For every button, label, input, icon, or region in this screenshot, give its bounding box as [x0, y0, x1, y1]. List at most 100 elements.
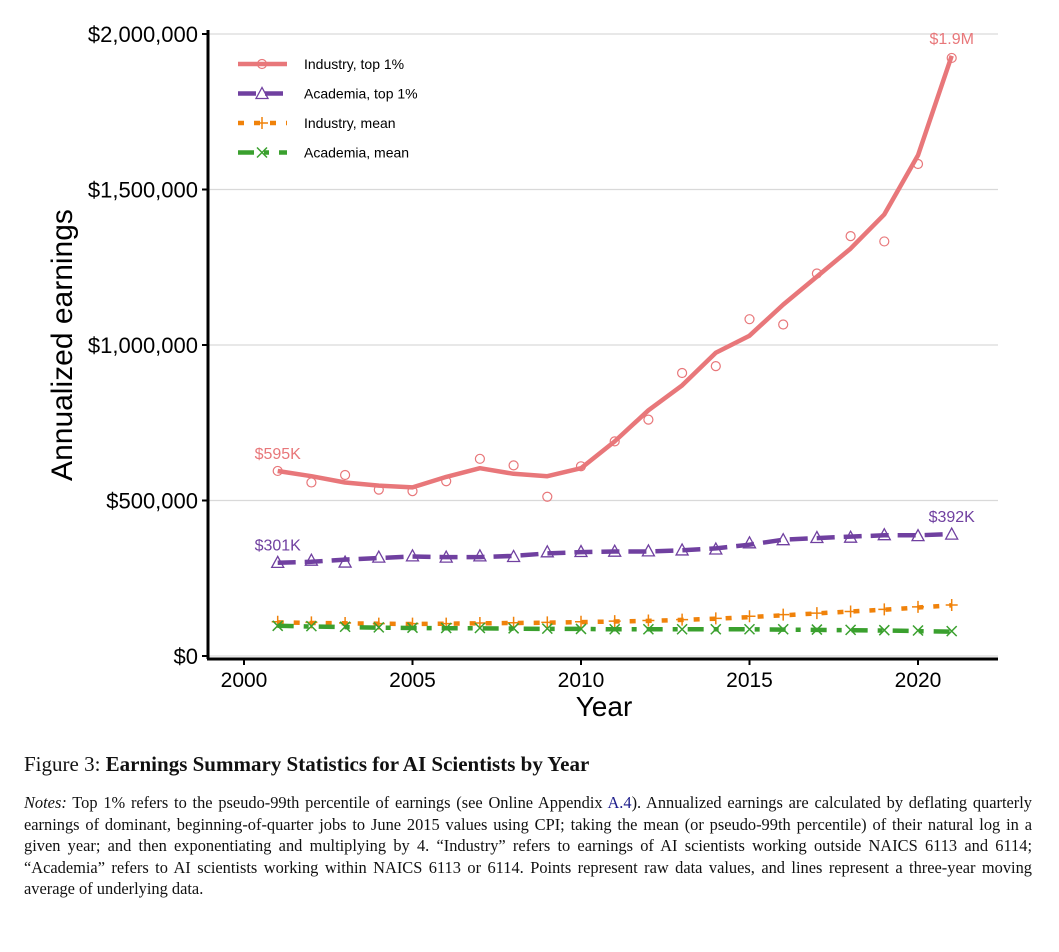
x-tick-label: 2010 — [558, 669, 605, 692]
data-point — [811, 268, 823, 279]
figure-title: Earnings Summary Statistics for AI Scien… — [105, 752, 590, 776]
data-point — [778, 319, 789, 330]
data-point — [441, 476, 452, 487]
series-1 — [270, 526, 959, 569]
data-point — [542, 491, 553, 502]
data-point — [541, 623, 553, 635]
data-point — [405, 548, 420, 562]
data-point — [810, 607, 823, 620]
data-point — [642, 623, 654, 635]
data-point — [676, 613, 689, 626]
value-annotation: $1.9M — [929, 31, 973, 48]
axes: $0 $500,000 $1,000,000 $1,500,000 $2,000,000… — [88, 22, 998, 692]
data-point — [877, 527, 892, 541]
legend-item-2: Industry, mean — [238, 115, 396, 131]
data-point — [878, 624, 890, 636]
data-point — [710, 361, 721, 372]
appendix-link[interactable]: A.4 — [607, 793, 632, 812]
earnings-chart: $0 $500,000 $1,000,000 $1,500,000 $2,000,000… — [46, 22, 998, 722]
data-point — [339, 621, 351, 633]
data-point — [744, 314, 755, 325]
data-point — [845, 624, 857, 636]
data-point — [506, 549, 521, 563]
data-point — [946, 625, 958, 637]
data-point — [708, 541, 723, 555]
annotations: $595K $1.9M $301K $392K — [255, 31, 976, 555]
data-point — [541, 616, 554, 629]
legend-item-3: Academia, mean — [238, 145, 409, 161]
data-point — [575, 615, 587, 628]
x-tick-label: 2015 — [726, 669, 773, 692]
notes-text-2: ). Annualized earnings are calculated by… — [24, 793, 1033, 899]
data-point — [609, 436, 620, 447]
data-point — [777, 623, 789, 635]
data-point — [742, 535, 757, 549]
data-point — [641, 543, 656, 557]
value-annotation: $392K — [929, 509, 976, 526]
legend-marker — [256, 146, 268, 159]
figure-label: Figure 3: — [24, 752, 101, 776]
legend-item-0: Industry, top 1% — [238, 56, 404, 72]
series-line — [277, 55, 954, 490]
data-point — [540, 544, 555, 558]
y-axis-label: Annualized earnings — [46, 209, 79, 481]
data-point — [474, 622, 486, 634]
series-group — [270, 52, 959, 637]
data-point — [878, 603, 891, 616]
legend-item-1: Academia, top 1% — [238, 86, 418, 102]
series-0 — [272, 52, 957, 502]
data-point — [472, 548, 487, 562]
figure-notes: Notes: Top 1% refers to the pseudo-99th … — [24, 792, 1032, 900]
data-point — [272, 620, 284, 632]
legend-marker — [256, 117, 268, 129]
data-point — [407, 486, 418, 497]
data-point — [844, 605, 857, 618]
legend-label: Academia, top 1% — [304, 86, 418, 102]
legend-label: Industry, top 1% — [304, 56, 404, 72]
data-point — [371, 549, 386, 563]
data-point — [910, 528, 926, 542]
y-tick-label: $1,500,000 — [88, 178, 198, 203]
data-point — [304, 552, 319, 566]
data-point — [643, 414, 654, 425]
data-point — [272, 465, 283, 477]
y-tick-label: $1,000,000 — [88, 333, 198, 358]
data-point — [607, 543, 622, 557]
data-point — [373, 621, 385, 633]
x-tick-label: 2000 — [221, 669, 268, 692]
data-point — [306, 477, 317, 488]
data-point — [676, 367, 688, 379]
data-point — [845, 231, 856, 242]
legend: Industry, top 1% Academia, top 1% Industry… — [238, 56, 418, 161]
legend-marker — [254, 86, 270, 100]
y-tick-label: $2,000,000 — [88, 22, 198, 47]
data-point — [373, 484, 384, 495]
data-point — [440, 622, 452, 634]
data-point — [843, 529, 858, 543]
data-point — [439, 549, 454, 563]
notes-label: Notes: — [24, 793, 67, 812]
data-point — [777, 608, 790, 621]
data-point — [743, 610, 756, 623]
data-point — [508, 460, 519, 471]
data-point — [270, 555, 285, 569]
data-point — [912, 158, 924, 170]
x-tick-label: 2020 — [895, 669, 942, 692]
data-point — [608, 615, 621, 628]
data-point — [912, 624, 924, 637]
data-point — [946, 52, 957, 64]
data-point — [811, 624, 823, 636]
figure-caption: Figure 3: Earnings Summary Statistics fo… — [24, 752, 1034, 777]
data-point — [575, 461, 587, 472]
data-point — [406, 622, 419, 634]
notes-text-1: Top 1% refers to the pseudo-99th percent… — [66, 793, 608, 812]
value-annotation: $595K — [255, 446, 302, 463]
y-tick-label: $500,000 — [106, 489, 198, 514]
data-point — [879, 236, 890, 247]
data-point — [743, 623, 756, 635]
data-point — [573, 544, 589, 558]
data-point — [944, 526, 959, 540]
data-point — [709, 612, 722, 625]
data-point — [340, 469, 351, 481]
data-point — [676, 623, 688, 635]
